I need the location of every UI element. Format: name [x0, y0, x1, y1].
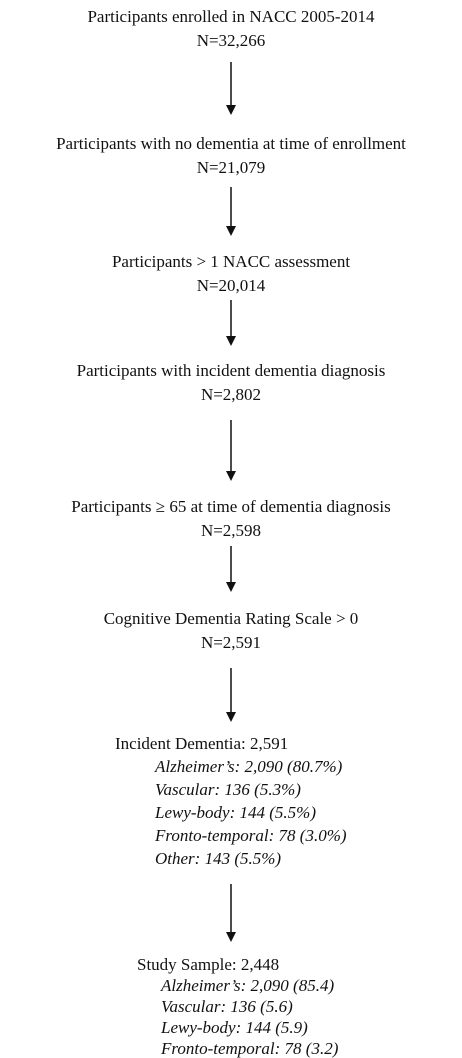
arrow	[226, 187, 236, 236]
node-label: Participants ≥ 65 at time of dementia di…	[71, 497, 391, 516]
list-item: Vascular: 136 (5.6)	[161, 997, 293, 1016]
nodes: Participants enrolled in NACC 2005-2014 N…	[56, 7, 406, 652]
list-item: Fronto-temporal: 78 (3.0%)	[154, 826, 347, 845]
lists: Incident Dementia: 2,591 Alzheimer’s: 2,0…	[115, 734, 347, 1058]
node-label: Cognitive Dementia Rating Scale > 0	[104, 609, 359, 628]
list-title: Incident Dementia: 2,591	[115, 734, 288, 753]
node-count: N=2,802	[201, 385, 261, 404]
list-item: Lewy-body: 144 (5.5%)	[154, 803, 316, 822]
node-label: Participants with incident dementia diag…	[77, 361, 386, 380]
arrow-head	[226, 336, 236, 346]
list-item: Fronto-temporal: 78 (3.2)	[160, 1039, 339, 1058]
node-label: Participants enrolled in NACC 2005-2014	[87, 7, 375, 26]
list-item: Vascular: 136 (5.3%)	[155, 780, 301, 799]
arrow	[226, 884, 236, 942]
node-count: N=2,598	[201, 521, 261, 540]
arrow-head	[226, 226, 236, 236]
arrow	[226, 546, 236, 592]
arrow	[226, 668, 236, 722]
arrow-head	[226, 105, 236, 115]
arrow-head	[226, 471, 236, 481]
list-item: Lewy-body: 144 (5.9)	[160, 1018, 308, 1037]
node-count: N=21,079	[197, 158, 266, 177]
arrow	[226, 420, 236, 481]
list-item: Alzheimer’s: 2,090 (85.4)	[160, 976, 334, 995]
list-item: Alzheimer’s: 2,090 (80.7%)	[154, 757, 343, 776]
list-item: Other: 143 (5.5%)	[155, 849, 281, 868]
node-count: N=2,591	[201, 633, 261, 652]
node-count: N=20,014	[197, 276, 266, 295]
arrow	[226, 62, 236, 115]
list-title: Study Sample: 2,448	[137, 955, 279, 974]
node-label: Participants with no dementia at time of…	[56, 134, 406, 153]
arrow-head	[226, 932, 236, 942]
arrows	[226, 62, 236, 942]
arrow-head	[226, 582, 236, 592]
arrow	[226, 300, 236, 346]
node-label: Participants > 1 NACC assessment	[112, 252, 350, 271]
arrow-head	[226, 712, 236, 722]
node-count: N=32,266	[197, 31, 266, 50]
